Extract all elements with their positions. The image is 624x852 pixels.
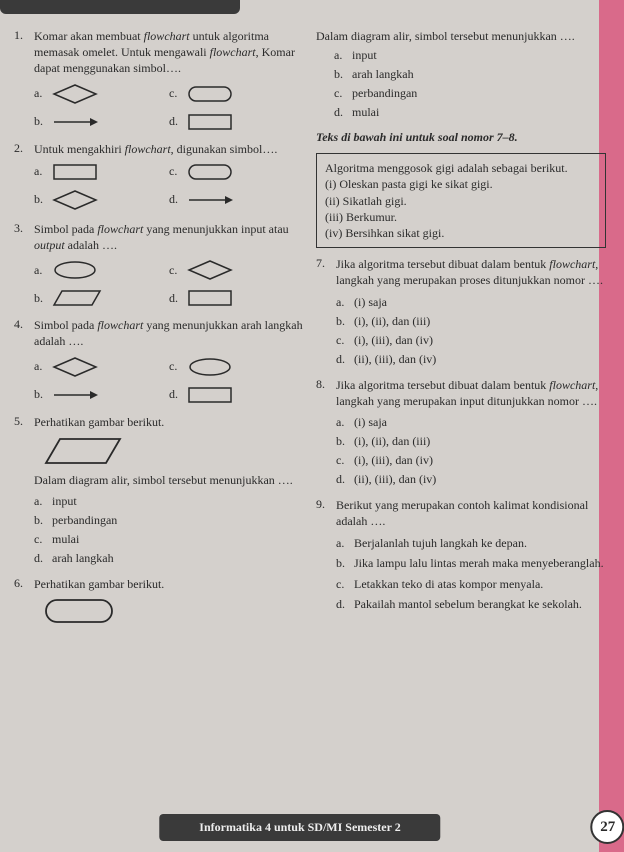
question-9: 9. Berikut yang merupakan contoh kalimat… xyxy=(316,497,606,612)
arrow-icon xyxy=(52,389,169,401)
header-strip xyxy=(0,0,240,14)
question-5: 5. Perhatikan gambar berikut. Dalam diag… xyxy=(14,414,304,566)
left-column: 1. Komar akan membuat flowchart untuk al… xyxy=(14,28,304,634)
question-1: 1. Komar akan membuat flowchart untuk al… xyxy=(14,28,304,131)
q8-options: a.(i) saja b.(i), (ii), dan (iii) c.(i),… xyxy=(336,415,606,487)
q4-text: Simbol pada flowchart yang menunjukkan a… xyxy=(34,317,304,349)
q2-text: Untuk mengakhiri flowchart, digunakan si… xyxy=(34,141,304,157)
terminator-icon xyxy=(187,163,304,181)
q1-number: 1. xyxy=(14,28,34,131)
passage-box: Algoritma menggosok gigi adalah sebagai … xyxy=(316,153,606,248)
ellipse-icon xyxy=(52,260,169,280)
q5-figure xyxy=(44,436,304,466)
question-6: 6. Perhatikan gambar berikut. xyxy=(14,576,304,624)
instruction-78: Teks di bawah ini untuk soal nomor 7–8. xyxy=(316,130,606,145)
question-3: 3. Simbol pada flowchart yang menunjukka… xyxy=(14,221,304,307)
q6-figure xyxy=(44,598,304,624)
passage-l5: (iv) Bersihkan sikat gigi. xyxy=(325,225,597,241)
q6-cont-options: a.input b.arah langkah c.perbandingan d.… xyxy=(334,48,606,120)
arrow-icon xyxy=(187,194,304,206)
arrow-icon xyxy=(52,116,169,128)
q6-text: Perhatikan gambar berikut. xyxy=(34,576,304,592)
passage-l4: (iii) Berkumur. xyxy=(325,209,597,225)
question-4: 4. Simbol pada flowchart yang menunjukka… xyxy=(14,317,304,403)
q5-number: 5. xyxy=(14,414,34,566)
q6-cont-text: Dalam diagram alir, simbol tersebut menu… xyxy=(316,28,606,44)
ellipse-icon xyxy=(187,357,304,377)
q3-number: 3. xyxy=(14,221,34,307)
q4-number: 4. xyxy=(14,317,34,403)
terminator-icon xyxy=(187,85,304,103)
q9-number: 9. xyxy=(316,497,336,612)
q5-subtext: Dalam diagram alir, simbol tersebut menu… xyxy=(34,472,304,488)
q8-number: 8. xyxy=(316,377,336,487)
q5-text: Perhatikan gambar berikut. xyxy=(34,414,304,430)
q7-text: Jika algoritma tersebut dibuat dalam ben… xyxy=(336,256,606,288)
question-2: 2. Untuk mengakhiri flowchart, digunakan… xyxy=(14,141,304,211)
question-7: 7. Jika algoritma tersebut dibuat dalam … xyxy=(316,256,606,366)
passage-l2: (i) Oleskan pasta gigi ke sikat gigi. xyxy=(325,176,597,192)
q3-text: Simbol pada flowchart yang menunjukkan i… xyxy=(34,221,304,253)
page-content: 1. Komar akan membuat flowchart untuk al… xyxy=(0,20,624,634)
q3-options: a. c. b. d. xyxy=(34,259,304,307)
page-number-badge: 27 xyxy=(591,810,624,844)
diamond-icon xyxy=(52,189,169,211)
rectangle-icon xyxy=(187,289,304,307)
parallelogram-icon xyxy=(52,289,169,307)
q5-options: a.input b.perbandingan c.mulai d.arah la… xyxy=(34,494,304,566)
q7-options: a.(i) saja b.(i), (ii), dan (iii) c.(i),… xyxy=(336,295,606,367)
diamond-icon xyxy=(52,356,169,378)
q6-number: 6. xyxy=(14,576,34,624)
q8-text: Jika algoritma tersebut dibuat dalam ben… xyxy=(336,377,606,409)
rectangle-icon xyxy=(187,386,304,404)
rectangle-icon xyxy=(187,113,304,131)
diamond-icon xyxy=(187,259,304,281)
q1-text: Komar akan membuat flowchart untuk algor… xyxy=(34,28,304,77)
footer-title: Informatika 4 untuk SD/MI Semester 2 xyxy=(159,814,440,841)
q9-text: Berikut yang merupakan contoh kalimat ko… xyxy=(336,497,606,529)
right-column: Dalam diagram alir, simbol tersebut menu… xyxy=(316,28,606,634)
passage-l1: Algoritma menggosok gigi adalah sebagai … xyxy=(325,160,597,176)
footer: Informatika 4 untuk SD/MI Semester 2 27 xyxy=(159,810,464,844)
q4-options: a. c. b. d. xyxy=(34,356,304,404)
q7-number: 7. xyxy=(316,256,336,366)
q1-options: a. c. b. d. xyxy=(34,83,304,131)
q2-number: 2. xyxy=(14,141,34,211)
q9-options: a.Berjalanlah tujuh langkah ke depan. b.… xyxy=(336,535,606,612)
q2-options: a. c. b. d. xyxy=(34,163,304,211)
rectangle-icon xyxy=(52,163,169,181)
passage-l3: (ii) Sikatlah gigi. xyxy=(325,193,597,209)
question-8: 8. Jika algoritma tersebut dibuat dalam … xyxy=(316,377,606,487)
diamond-icon xyxy=(52,83,169,105)
